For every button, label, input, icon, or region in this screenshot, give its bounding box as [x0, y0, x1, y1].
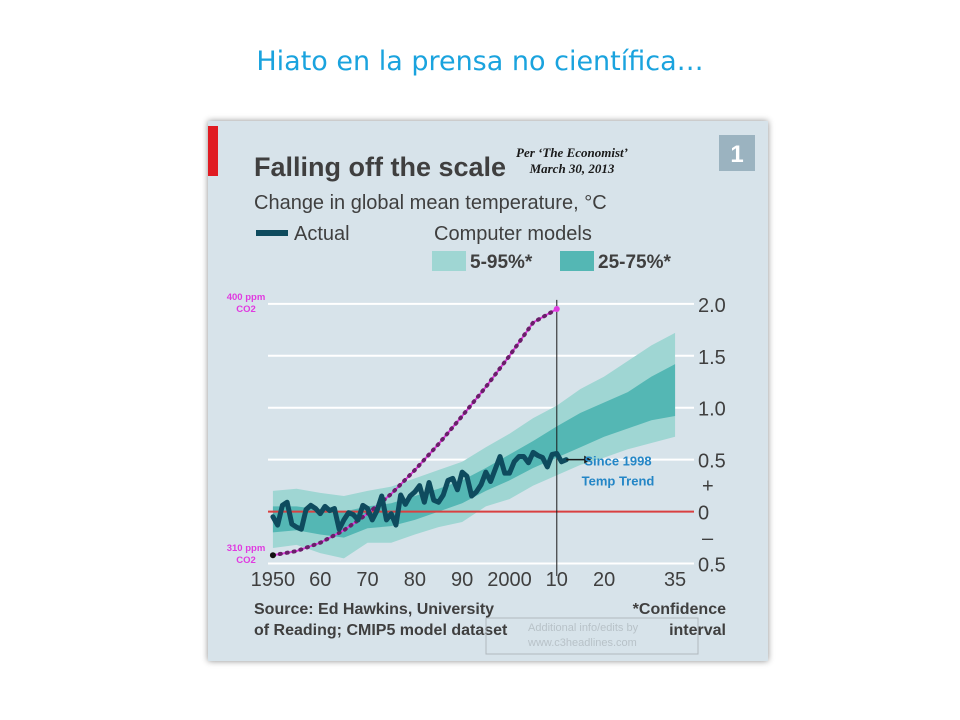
chart-svg: Falling off the scale Change in global m…	[208, 126, 755, 655]
co2-start-label-line: CO2	[236, 555, 256, 566]
x-tick-label: 2000	[487, 569, 532, 591]
model-band-5-95	[272, 332, 676, 559]
chart-figure: Falling off the scale Change in global m…	[208, 121, 768, 661]
y-tick-label: 0.5	[698, 451, 726, 473]
source-line-2: of Reading; CMIP5 model dataset	[254, 622, 508, 639]
watermark-line-1: Additional info/edits by	[528, 622, 639, 634]
y-tick-label: 1.5	[698, 347, 726, 369]
accent-bar	[208, 126, 218, 176]
x-tick-label: 1950	[251, 569, 296, 591]
trend-annotation-line: Temp Trend	[582, 474, 655, 489]
footnote-line-1: *Confidence	[633, 601, 726, 618]
y-tick-label: 0.5	[698, 555, 726, 577]
co2-start-point	[269, 552, 276, 559]
economist-note: Per ‘The Economist’ March 30, 2013	[516, 145, 628, 176]
legend-band-outer-label: 5-95%*	[470, 252, 533, 273]
x-tick-label: 10	[546, 569, 568, 591]
x-tick-label: 20	[593, 569, 615, 591]
trend-arrow-head	[584, 455, 592, 464]
x-tick-label: 35	[664, 569, 686, 591]
y-tick-label: 0	[698, 503, 709, 525]
y-tick-label: 2.0	[698, 295, 726, 317]
watermark-box	[485, 617, 699, 655]
co2-start-label-line: 310 ppm	[227, 543, 266, 554]
legend-actual-label: Actual	[294, 223, 350, 245]
legend-band-inner-swatch	[560, 251, 594, 271]
slide-title: Hiato en la prensa no científica…	[256, 46, 704, 77]
legend-band-outer-swatch	[432, 251, 466, 271]
note-line-1: Per ‘The Economist’	[516, 145, 628, 160]
legend-models-title: Computer models	[434, 223, 592, 245]
co2-end-label-line: 400 ppm	[227, 292, 266, 303]
y-plus-sign: +	[702, 476, 714, 498]
source-line-1: Source: Ed Hawkins, University	[254, 601, 494, 618]
co2-end-label-line: CO2	[236, 304, 256, 315]
x-tick-label: 80	[404, 569, 426, 591]
co2-end-point	[553, 306, 560, 313]
y-tick-label: 1.0	[698, 399, 726, 421]
x-tick-label: 90	[451, 569, 473, 591]
watermark-line-2: www.c3headlines.com	[527, 637, 637, 649]
chart-title: Falling off the scale	[254, 152, 506, 182]
actual-series-line	[270, 449, 569, 532]
legend-band-inner-label: 25-75%*	[598, 252, 671, 273]
x-tick-label: 70	[356, 569, 378, 591]
co2-dotted-trend	[270, 307, 559, 558]
y-minus-sign: –	[702, 528, 714, 550]
chart-subtitle: Change in global mean temperature, °C	[254, 192, 607, 214]
chart-number: 1	[730, 141, 743, 168]
x-tick-label: 60	[309, 569, 331, 591]
chart-number-box	[719, 135, 755, 171]
note-line-2: March 30, 2013	[529, 161, 615, 176]
model-band-25-75	[272, 364, 676, 538]
trend-annotation-line: Since 1998	[584, 454, 651, 469]
